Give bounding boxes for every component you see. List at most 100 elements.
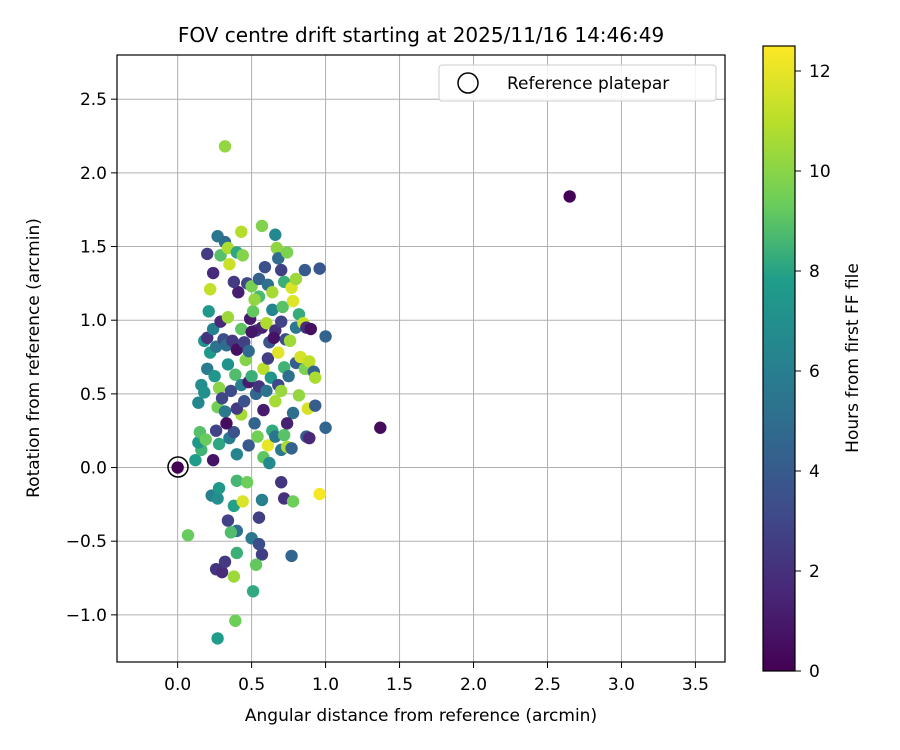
data-point [303,431,316,445]
data-point [277,428,291,442]
data-point [189,453,202,467]
data-point [242,344,255,358]
data-point [245,325,258,339]
colorbar-tick-label: 12 [809,62,831,82]
data-point [270,241,283,255]
data-point [286,294,300,308]
x-tick-label: 0.5 [238,675,265,695]
data-point [211,632,224,645]
y-tick-label: −0.5 [66,532,107,552]
x-tick-label: 3.0 [608,675,635,695]
data-point [249,558,263,571]
data-point [192,396,205,409]
data-point [211,492,224,505]
data-point [246,585,260,598]
colorbar-tick-label: 10 [809,162,831,182]
data-point [286,495,300,508]
data-point [282,369,295,383]
x-tick-label: 0.0 [164,675,191,695]
data-point [275,315,288,328]
data-point [251,430,264,443]
legend-box [438,64,717,102]
data-point [208,369,221,383]
data-point [269,395,282,408]
data-point [227,275,241,289]
data-point [309,399,322,412]
data-point [309,371,322,384]
data-point [261,439,275,452]
data-point [224,526,238,539]
y-axis-label: Rotation from reference (arcmin) [24,218,44,498]
data-point [209,424,223,437]
data-point [255,548,269,561]
data-point [236,495,249,508]
colorbar-tick-label: 4 [809,462,820,482]
data-point [198,386,211,399]
data-point [298,263,312,277]
data-point [238,395,251,408]
legend-reference-marker [457,72,479,94]
data-point [218,140,232,153]
colorbar-tick-label: 2 [809,562,820,582]
data-point [275,476,288,489]
grid-lines [117,55,725,662]
data-point [260,316,273,330]
data-point [252,537,266,551]
legend-entry-reference: Reference platepar [507,74,669,94]
data-point [230,474,244,487]
x-axis-ticks: 0.0 0.5 1.0 1.5 2.0 2.5 3.0 3.5 [164,662,709,695]
data-point [230,448,244,461]
data-point [223,258,236,271]
colorbar-gradient [762,45,796,672]
data-point [171,461,184,474]
data-point [260,384,273,398]
data-point [283,334,297,348]
data-point [304,322,317,336]
y-tick-label: −1.0 [66,606,107,626]
colorbar-tick-label: 0 [809,662,820,682]
data-point [227,570,241,583]
data-point [257,362,270,376]
data-point [229,368,242,381]
data-point [206,453,220,467]
data-point [206,266,220,280]
x-tick-label: 3.5 [682,675,709,695]
data-point [285,549,298,563]
data-point [235,322,248,336]
data-point [286,406,300,420]
data-point [267,331,281,345]
data-point [215,565,229,579]
plot-frame [116,54,726,663]
data-point [266,286,279,299]
y-tick-label: 0.5 [80,385,107,405]
data-point [272,252,285,265]
y-tick-label: 1.0 [80,311,107,331]
reference-point [167,456,189,478]
data-point [257,403,270,417]
colorbar-label: Hours from first FF file [843,263,863,453]
data-point [272,346,285,359]
data-point [261,352,275,365]
data-point [563,190,576,203]
data-point [248,417,261,430]
data-point [258,260,272,274]
data-point [276,300,289,314]
scatter-points [171,140,576,645]
x-axis-label: Angular distance from reference (arcmin) [245,706,597,726]
y-axis-ticks: −1.0 −0.5 0.0 0.5 1.0 1.5 2.0 2.5 [66,90,117,626]
data-point [181,529,195,542]
data-point [221,514,235,527]
x-tick-label: 2.0 [460,675,487,695]
data-point [280,417,294,430]
data-point [235,225,248,238]
data-point [218,405,232,418]
data-point [227,425,241,439]
data-point [229,614,242,627]
data-point [266,303,279,317]
x-tick-label: 1.5 [386,675,413,695]
data-point [201,247,214,261]
data-point [292,389,306,402]
data-point [236,249,249,262]
data-point [252,511,266,524]
